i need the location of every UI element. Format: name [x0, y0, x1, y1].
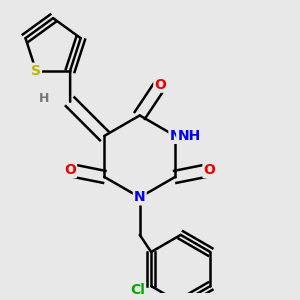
Text: Cl: Cl [130, 283, 145, 296]
Text: O: O [64, 163, 76, 177]
Text: H: H [39, 92, 50, 105]
Text: NH: NH [177, 129, 200, 143]
Text: N: N [134, 190, 146, 204]
Text: N: N [169, 129, 181, 143]
Text: O: O [203, 163, 215, 177]
Text: S: S [31, 64, 41, 78]
Text: O: O [154, 78, 166, 92]
